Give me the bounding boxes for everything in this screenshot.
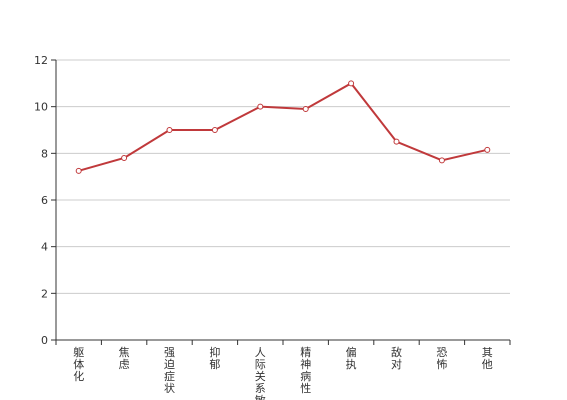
data-point — [438, 157, 445, 164]
x-tick-label: 焦虑 — [119, 346, 130, 371]
y-tick-label: 8 — [41, 147, 48, 160]
data-point — [484, 146, 491, 153]
data-point — [393, 138, 400, 145]
data-point — [302, 106, 309, 112]
x-tick-label: 偏执 — [346, 345, 357, 371]
data-point — [257, 103, 264, 110]
series-line — [78, 82, 488, 172]
data-point — [121, 155, 128, 161]
data-point — [75, 167, 82, 174]
y-tick-label: 6 — [41, 194, 48, 207]
grid-lines — [56, 59, 510, 294]
data-point — [166, 127, 173, 133]
y-tick-label: 4 — [41, 241, 48, 254]
x-tick-label: 恐怖 — [436, 346, 447, 371]
y-axis-tick-labels: 0 2 4 6 8 10 12 — [34, 54, 48, 347]
y-tick-label: 2 — [41, 287, 48, 300]
x-tick-label: 人际关系敏感 — [255, 346, 266, 400]
x-tick-label: 敌对 — [391, 345, 402, 371]
x-tick-label: 强迫症状 — [164, 346, 175, 395]
x-tick-label: 抑郁 — [209, 345, 220, 371]
x-tick-label: 精神病性 — [300, 346, 311, 395]
x-axis-tick-labels: 躯体化 焦虑 强迫症状 抑郁 人际关系敏感 精神病性 偏执 敌对 恐怖 其他 — [73, 345, 493, 400]
series — [75, 80, 491, 174]
data-point — [211, 127, 218, 133]
data-point — [348, 80, 355, 87]
y-tick-label: 12 — [34, 54, 48, 67]
y-tick-label: 0 — [41, 334, 48, 347]
y-tick-label: 10 — [34, 101, 48, 114]
axes — [51, 59, 511, 345]
x-tick-label: 躯体化 — [73, 346, 84, 383]
x-tick-label: 其他 — [482, 346, 493, 371]
